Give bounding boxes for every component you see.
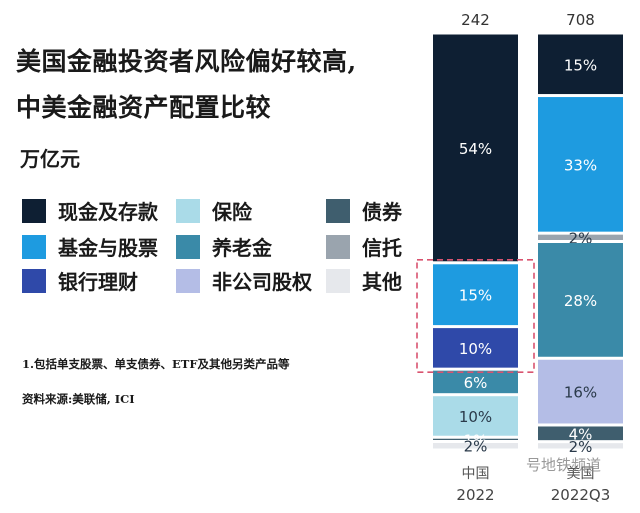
legend-label: 保险 <box>212 200 252 224</box>
data-label: 15% <box>564 56 597 74</box>
source-note: 资料来源:美联储, ICI <box>22 392 135 406</box>
legend-swatch <box>176 198 200 223</box>
legend-label: 债券 <box>362 200 402 224</box>
bar-segment <box>538 34 623 95</box>
chart-title-line-1: 美国金融投资者风险偏好较高, <box>16 47 357 76</box>
legend-label: 现金及存款 <box>58 200 158 224</box>
bar-segment <box>433 328 518 368</box>
data-label: 10% <box>459 340 492 358</box>
period-label: 2022Q3 <box>551 486 611 504</box>
legend-swatch <box>22 234 46 259</box>
legend-item: 保险 <box>176 196 252 225</box>
legend-item: 银行理财 <box>22 266 138 295</box>
data-label: 33% <box>564 156 597 174</box>
legend-swatch <box>22 268 46 293</box>
legend-item: 非公司股权 <box>176 266 312 295</box>
legend-label: 银行理财 <box>58 270 138 294</box>
legend-item: 信托 <box>326 232 402 261</box>
data-label: 2% <box>569 229 593 247</box>
bar-segment <box>538 97 623 232</box>
data-label: 28% <box>564 292 597 310</box>
bar-segment <box>538 243 623 357</box>
legend-swatch <box>176 268 200 293</box>
data-label: 10% <box>459 408 492 426</box>
data-label: 4% <box>569 425 593 443</box>
footnote: 1.包括单支股票、单支债券、ETF及其他另类产品等 <box>22 357 290 371</box>
bar-segment <box>433 264 518 326</box>
category-label: 美国 <box>567 466 595 482</box>
bar-segment <box>433 34 518 262</box>
bar-segment <box>433 370 518 394</box>
highlight-box <box>416 258 535 373</box>
bar-segment <box>433 438 518 440</box>
legend-swatch <box>176 234 200 259</box>
legend-label: 其他 <box>362 270 402 294</box>
bar-segment <box>433 396 518 436</box>
bar-segment <box>538 443 623 449</box>
bar-segment <box>538 234 623 240</box>
legend-item: 债券 <box>326 196 402 225</box>
legend-swatch <box>326 198 350 223</box>
legend-item: 现金及存款 <box>22 196 158 225</box>
data-label: 15% <box>459 287 492 305</box>
period-label: 2022 <box>456 486 494 504</box>
data-label: 2% <box>569 438 593 456</box>
legend-item: 基金与股票 <box>22 232 158 261</box>
data-label: 16% <box>564 384 597 402</box>
unit-label: 万亿元 <box>20 147 80 171</box>
total-label: 242 <box>461 11 490 29</box>
data-label: 6% <box>464 374 488 392</box>
legend-swatch <box>22 198 46 223</box>
data-label: 54% <box>459 140 492 158</box>
bar-segment <box>538 426 623 441</box>
category-label: 中国 <box>462 466 490 482</box>
legend-item: 养老金 <box>176 232 272 261</box>
legend-label: 基金与股票 <box>58 236 158 260</box>
legend-label: 非公司股权 <box>212 270 312 294</box>
legend-swatch <box>326 234 350 259</box>
data-label: 2% <box>464 438 488 456</box>
total-label: 708 <box>566 11 595 29</box>
watermark: 号地铁频道 <box>526 456 602 474</box>
bar-segment <box>433 442 518 449</box>
chart-title-line-2: 中美金融资产配置比较 <box>16 93 272 122</box>
legend-label: 信托 <box>362 236 402 260</box>
legend-item: 其他 <box>326 266 402 295</box>
bar-segment <box>538 359 623 424</box>
legend-swatch <box>326 268 350 293</box>
legend-label: 养老金 <box>212 236 272 260</box>
